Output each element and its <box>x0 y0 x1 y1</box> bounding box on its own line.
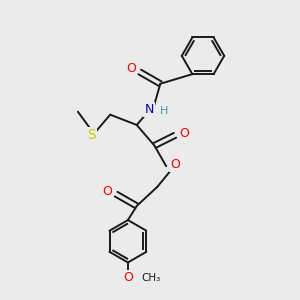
Text: O: O <box>179 127 189 140</box>
Text: N: N <box>144 103 154 116</box>
Text: CH₃: CH₃ <box>141 273 160 283</box>
Text: O: O <box>170 158 180 171</box>
Text: O: O <box>127 62 136 75</box>
Text: O: O <box>123 271 133 284</box>
Text: H: H <box>160 106 168 116</box>
Text: S: S <box>87 128 95 142</box>
Text: O: O <box>102 185 112 198</box>
